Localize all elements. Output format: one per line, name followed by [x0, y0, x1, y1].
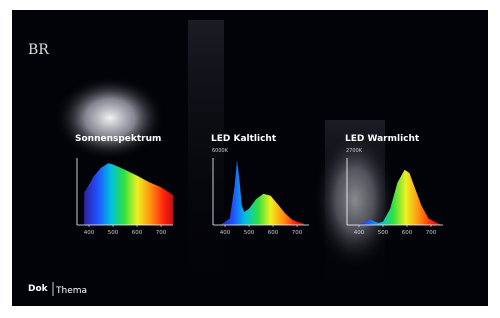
chart-title: LED Kaltlicht — [211, 134, 277, 144]
show-left: Dok — [28, 284, 49, 294]
x-tick-label: 600 — [268, 230, 279, 236]
x-tick-label: 600 — [402, 230, 413, 236]
x-tick-label: 500 — [108, 230, 119, 236]
x-tick-label: 700 — [156, 230, 167, 236]
x-tick-label: 600 — [132, 230, 143, 236]
chart-subtitle: 2700K — [346, 148, 363, 154]
chart-title: Sonnenspektrum — [75, 134, 161, 144]
chart-title: LED Warmlicht — [345, 134, 420, 144]
glare — [55, 76, 165, 160]
show-right: Thema — [55, 286, 87, 296]
x-tick-label: 700 — [426, 230, 437, 236]
x-tick-label: 700 — [292, 230, 303, 236]
logo: BR — [28, 42, 49, 58]
x-tick-label: 400 — [354, 230, 365, 236]
glare-column — [188, 20, 224, 306]
x-tick-label: 500 — [244, 230, 255, 236]
screen: BR Dok Thema Sonnenspektrum 400 500 600 700 L… — [0, 0, 500, 318]
screen-bg — [12, 10, 488, 306]
page: {"logo":"BR","show":{"left":"Dok","right… — [0, 0, 500, 318]
x-tick-label: 400 — [84, 230, 95, 236]
x-tick-label: 500 — [378, 230, 389, 236]
x-tick-label: 400 — [220, 230, 231, 236]
chart-subtitle: 6000K — [212, 148, 229, 154]
